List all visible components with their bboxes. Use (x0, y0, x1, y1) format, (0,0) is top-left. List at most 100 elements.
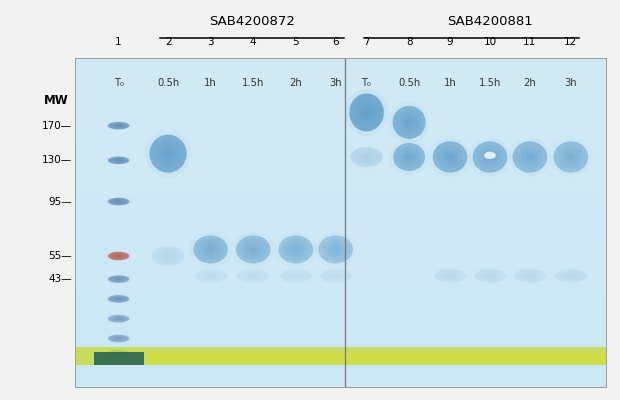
Ellipse shape (332, 274, 340, 278)
Ellipse shape (362, 108, 371, 117)
Ellipse shape (358, 103, 375, 122)
Ellipse shape (113, 317, 124, 320)
Ellipse shape (116, 338, 122, 340)
Text: 5: 5 (293, 37, 299, 47)
Ellipse shape (278, 235, 313, 264)
Text: 0.5h: 0.5h (398, 78, 420, 88)
Text: 95—: 95— (48, 196, 72, 206)
Ellipse shape (149, 135, 187, 173)
Ellipse shape (113, 200, 124, 204)
Ellipse shape (193, 235, 228, 264)
Text: 6: 6 (332, 37, 339, 47)
Ellipse shape (244, 242, 262, 256)
Ellipse shape (481, 149, 498, 165)
Ellipse shape (105, 121, 132, 130)
Ellipse shape (113, 352, 124, 355)
Ellipse shape (562, 149, 580, 165)
Ellipse shape (108, 156, 129, 164)
Text: 1.5h: 1.5h (242, 78, 264, 88)
Text: 11: 11 (523, 37, 536, 47)
Ellipse shape (567, 274, 575, 278)
Ellipse shape (113, 254, 124, 258)
Ellipse shape (280, 269, 312, 282)
Ellipse shape (145, 130, 192, 178)
Ellipse shape (108, 350, 129, 357)
Ellipse shape (393, 143, 425, 171)
Ellipse shape (486, 274, 494, 278)
Text: 43—: 43— (48, 274, 72, 284)
Ellipse shape (160, 251, 176, 261)
Ellipse shape (108, 198, 129, 205)
Ellipse shape (113, 337, 124, 340)
Ellipse shape (108, 295, 129, 303)
Text: 130—: 130— (42, 155, 72, 165)
Text: 3h: 3h (565, 78, 577, 88)
Ellipse shape (237, 269, 269, 282)
Ellipse shape (110, 350, 126, 356)
Ellipse shape (108, 122, 129, 129)
Ellipse shape (292, 274, 300, 278)
Ellipse shape (349, 94, 384, 132)
Ellipse shape (113, 158, 124, 162)
Ellipse shape (164, 254, 172, 258)
Ellipse shape (198, 239, 224, 260)
Ellipse shape (433, 141, 467, 173)
Ellipse shape (108, 350, 129, 357)
Ellipse shape (108, 156, 129, 164)
Ellipse shape (110, 158, 126, 163)
Ellipse shape (110, 316, 126, 322)
Ellipse shape (249, 274, 257, 278)
Ellipse shape (517, 145, 543, 169)
Ellipse shape (526, 274, 534, 278)
Text: 9: 9 (447, 37, 453, 47)
Text: T₀: T₀ (113, 78, 123, 88)
Ellipse shape (113, 297, 124, 301)
Text: T₀: T₀ (361, 78, 371, 88)
Ellipse shape (110, 276, 126, 282)
Ellipse shape (392, 106, 425, 139)
Ellipse shape (397, 110, 422, 135)
Ellipse shape (397, 146, 421, 168)
Bar (75, 347, 607, 365)
Text: 1h: 1h (444, 78, 456, 88)
Ellipse shape (283, 239, 309, 260)
Ellipse shape (405, 154, 413, 160)
Ellipse shape (437, 145, 463, 169)
Ellipse shape (110, 123, 126, 128)
Text: MW: MW (44, 94, 69, 107)
Bar (149, 353, 607, 363)
Ellipse shape (287, 242, 304, 256)
Ellipse shape (206, 246, 215, 253)
Ellipse shape (193, 235, 228, 264)
Ellipse shape (116, 278, 122, 280)
Ellipse shape (389, 102, 430, 143)
Text: 0.5h: 0.5h (157, 78, 179, 88)
Ellipse shape (108, 252, 129, 260)
Text: 3: 3 (207, 37, 214, 47)
Ellipse shape (563, 272, 579, 279)
Ellipse shape (323, 239, 348, 260)
Ellipse shape (472, 141, 507, 173)
Text: 4: 4 (250, 37, 257, 47)
Ellipse shape (110, 336, 126, 341)
Ellipse shape (558, 145, 584, 169)
Ellipse shape (149, 135, 187, 173)
Ellipse shape (108, 275, 129, 283)
Ellipse shape (113, 124, 124, 128)
Ellipse shape (355, 150, 378, 164)
Ellipse shape (110, 296, 126, 302)
Ellipse shape (154, 140, 182, 168)
Text: 2: 2 (165, 37, 171, 47)
Ellipse shape (345, 89, 388, 136)
Ellipse shape (116, 255, 122, 257)
Bar (94, 352, 144, 365)
Ellipse shape (116, 159, 122, 161)
Ellipse shape (105, 156, 132, 165)
Ellipse shape (482, 272, 498, 279)
Ellipse shape (108, 315, 129, 322)
Text: 170—: 170— (42, 121, 72, 131)
Ellipse shape (392, 106, 425, 139)
Ellipse shape (446, 153, 454, 161)
Ellipse shape (358, 152, 374, 162)
Ellipse shape (108, 252, 129, 260)
